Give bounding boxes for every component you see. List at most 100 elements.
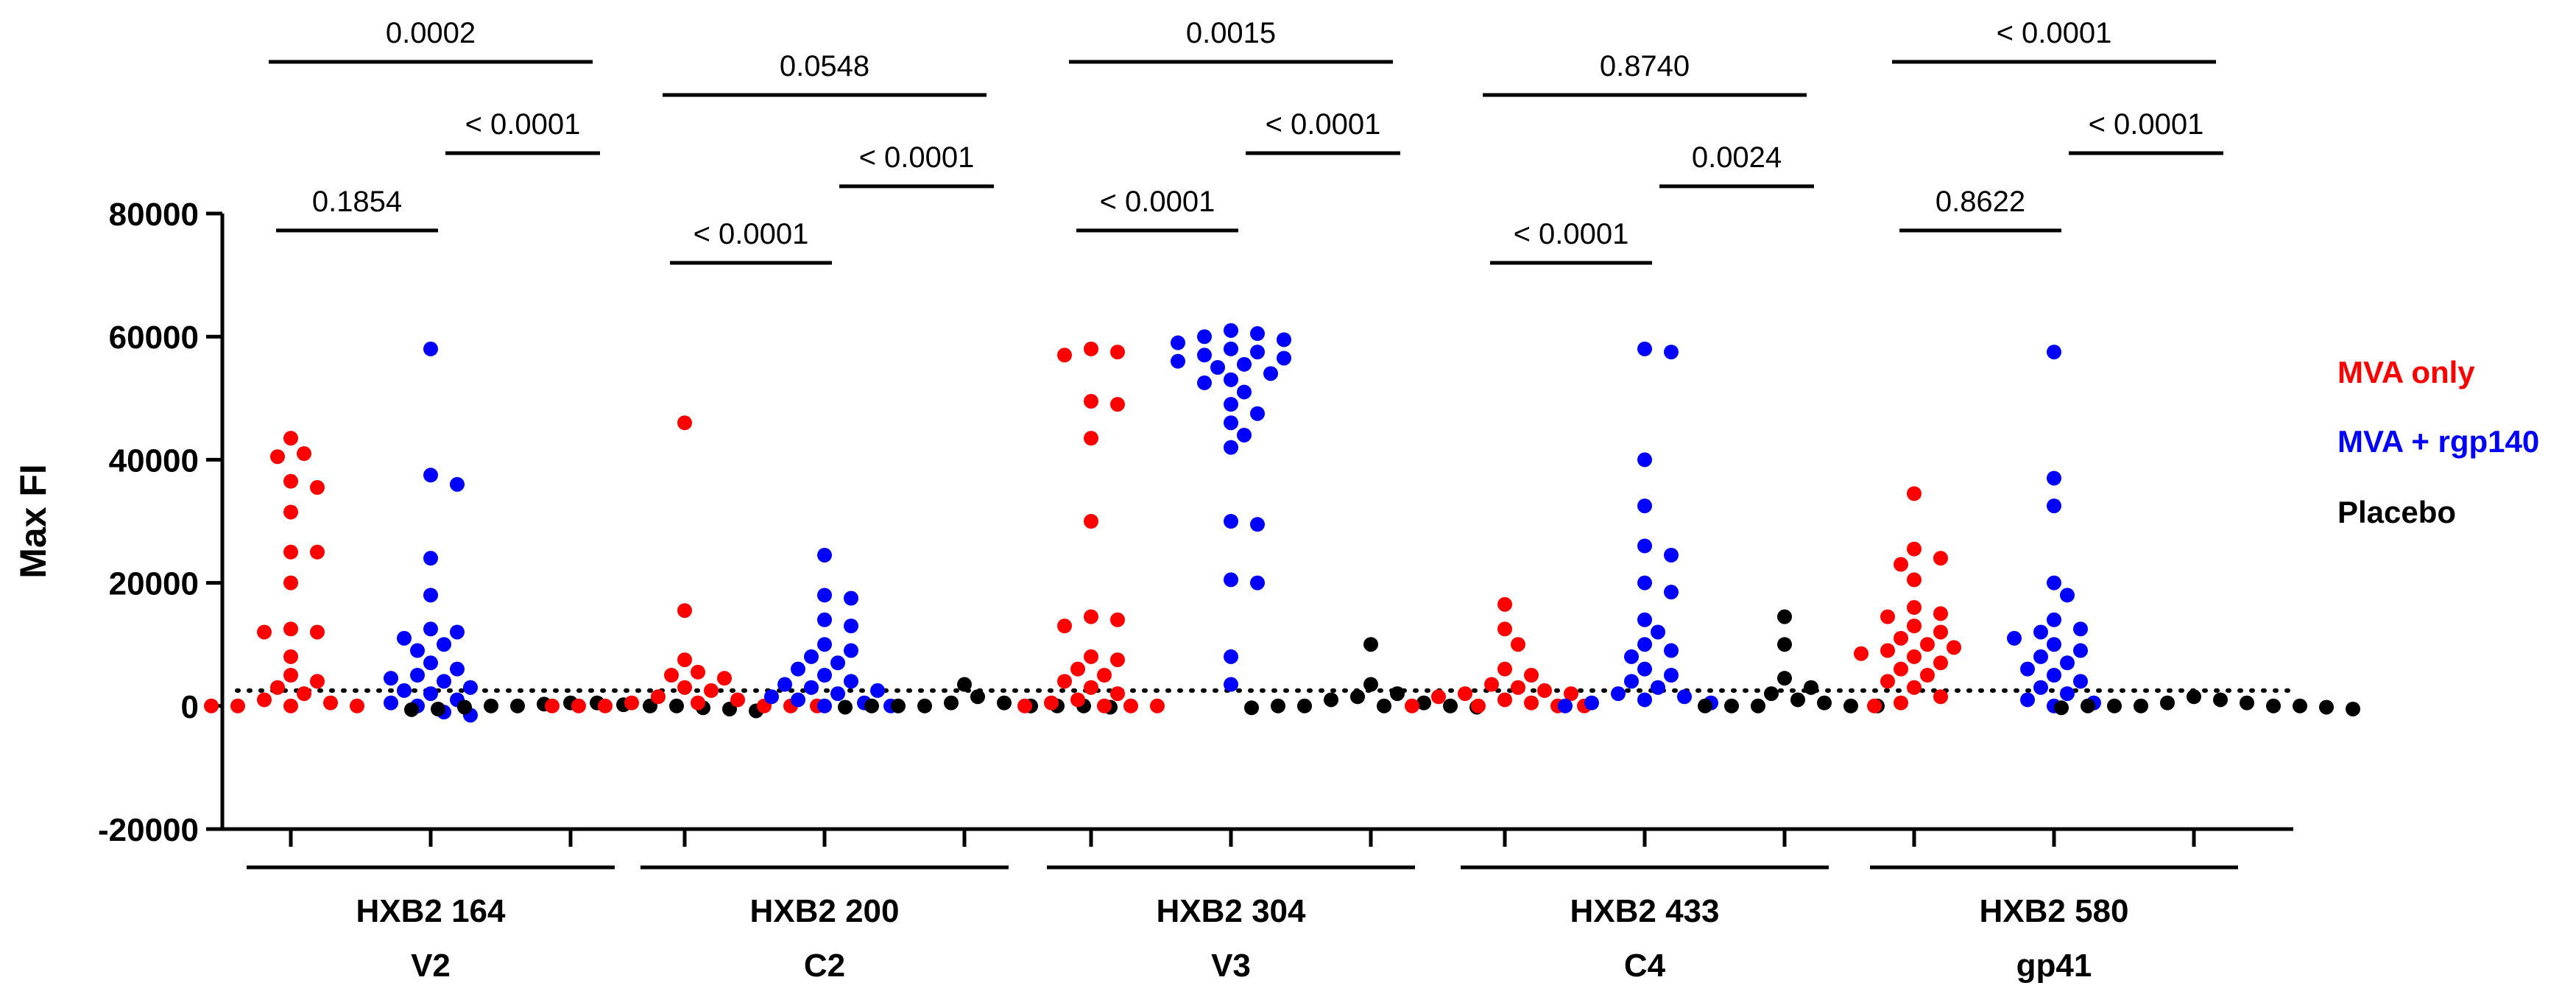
data-point bbox=[1907, 486, 1922, 501]
data-point bbox=[804, 649, 819, 664]
data-point bbox=[777, 677, 792, 692]
data-point bbox=[2054, 700, 2069, 716]
data-point bbox=[1057, 618, 1072, 634]
data-point bbox=[1097, 698, 1112, 713]
bracket-rgp-vs-placebo-pvalue: < 0.0001 bbox=[859, 141, 975, 174]
data-point bbox=[1497, 596, 1512, 612]
data-point bbox=[1250, 575, 1265, 591]
data-points bbox=[204, 322, 2360, 723]
data-point bbox=[1458, 686, 1472, 702]
data-point bbox=[730, 692, 745, 708]
data-point bbox=[1933, 689, 1948, 705]
bracket-mva-vs-placebo-pvalue: 0.0015 bbox=[1186, 17, 1276, 49]
data-point bbox=[2346, 701, 2360, 716]
data-point bbox=[1224, 440, 1238, 455]
data-point bbox=[1197, 375, 1212, 390]
data-point bbox=[970, 689, 985, 705]
group-label: HXB2 433 bbox=[1570, 893, 1719, 929]
data-point bbox=[817, 698, 832, 713]
data-point bbox=[1171, 353, 1185, 369]
data-point bbox=[1224, 341, 1238, 356]
data-point bbox=[1664, 547, 1679, 563]
data-point bbox=[1611, 686, 1626, 702]
data-point bbox=[2047, 637, 2061, 652]
data-point bbox=[1894, 630, 1908, 646]
data-point bbox=[1110, 612, 1125, 627]
data-point bbox=[545, 698, 560, 713]
data-point bbox=[598, 698, 613, 713]
data-point bbox=[1664, 345, 1679, 360]
data-point bbox=[423, 655, 438, 671]
data-point bbox=[1263, 366, 1278, 381]
data-point bbox=[310, 480, 325, 496]
data-point bbox=[1907, 680, 1922, 695]
data-point bbox=[204, 698, 219, 713]
group-label: HXB2 304 bbox=[1156, 893, 1306, 929]
data-point bbox=[2007, 630, 2022, 646]
data-point bbox=[230, 698, 245, 713]
y-tick-label: 60000 bbox=[109, 320, 199, 356]
bracket-mva-vs-rgp-pvalue: < 0.0001 bbox=[1514, 218, 1629, 250]
data-point bbox=[1511, 680, 1525, 695]
data-point bbox=[1894, 661, 1908, 677]
data-point bbox=[1224, 572, 1238, 588]
data-point bbox=[1070, 692, 1085, 708]
y-axis-label: Max FI bbox=[13, 464, 54, 579]
data-point bbox=[423, 588, 438, 603]
data-point bbox=[1017, 698, 1032, 713]
data-point bbox=[804, 680, 819, 695]
data-point bbox=[1110, 686, 1125, 702]
data-point bbox=[1084, 609, 1098, 624]
data-point bbox=[677, 652, 692, 668]
data-point bbox=[1484, 677, 1499, 692]
bracket-mva-vs-placebo-pvalue: 0.0002 bbox=[386, 17, 476, 49]
data-point bbox=[1084, 680, 1098, 695]
data-point bbox=[283, 544, 298, 560]
data-point bbox=[283, 668, 298, 683]
data-point bbox=[1110, 652, 1125, 668]
data-point bbox=[1224, 322, 1238, 338]
bracket-mva-vs-rgp-pvalue: < 0.0001 bbox=[1100, 186, 1215, 218]
data-point bbox=[830, 686, 845, 702]
data-point bbox=[1880, 643, 1895, 658]
data-point bbox=[817, 547, 832, 563]
data-point bbox=[2020, 661, 2035, 677]
data-point bbox=[1197, 348, 1212, 363]
data-point bbox=[2060, 686, 2075, 702]
data-point bbox=[1250, 406, 1265, 421]
data-point bbox=[944, 695, 959, 711]
data-point bbox=[1664, 668, 1679, 683]
data-point bbox=[1431, 689, 1446, 705]
data-point bbox=[1920, 668, 1935, 683]
data-point bbox=[1497, 621, 1512, 637]
data-point bbox=[1867, 698, 1882, 713]
data-point bbox=[1324, 692, 1338, 708]
data-point bbox=[1150, 698, 1165, 713]
data-point bbox=[1377, 698, 1391, 713]
data-point bbox=[1777, 637, 1792, 652]
data-point bbox=[1584, 695, 1599, 711]
data-point bbox=[2047, 345, 2061, 360]
data-point bbox=[1171, 335, 1185, 350]
data-point bbox=[1250, 517, 1265, 532]
group-label: HXB2 580 bbox=[1979, 893, 2128, 929]
data-point bbox=[1637, 692, 1652, 708]
data-point bbox=[677, 680, 692, 695]
data-point bbox=[1250, 326, 1265, 342]
data-point bbox=[1511, 637, 1525, 652]
data-point bbox=[651, 689, 666, 705]
data-point bbox=[2160, 695, 2175, 711]
data-point bbox=[1363, 677, 1378, 692]
data-point bbox=[2060, 588, 2075, 603]
data-point bbox=[1237, 384, 1252, 400]
data-point bbox=[1843, 698, 1858, 713]
data-point bbox=[1097, 668, 1112, 683]
data-point bbox=[1933, 551, 1948, 566]
data-point bbox=[431, 701, 445, 716]
data-point bbox=[1698, 698, 1712, 713]
data-point bbox=[423, 551, 438, 566]
data-point bbox=[677, 415, 692, 431]
data-point bbox=[1044, 695, 1059, 711]
axes: 80000 60000 40000 20000 0 -20000 Max FI HXB2 16… bbox=[13, 197, 2296, 984]
